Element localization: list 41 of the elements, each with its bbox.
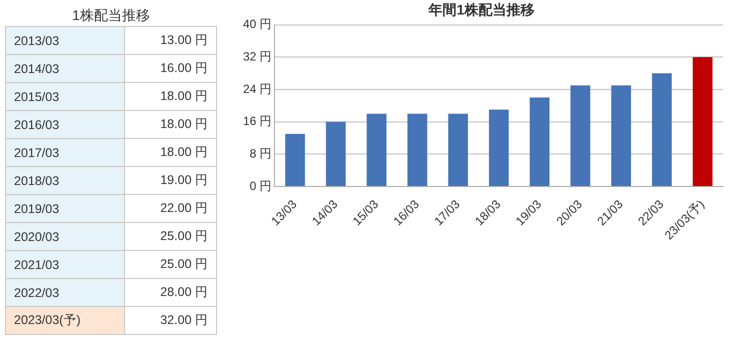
text: 13.00 円	[160, 33, 208, 47]
y-tick-label: 16 円	[242, 114, 272, 128]
y-tick-label: 0 円	[250, 178, 272, 193]
y-tick-label: 32 円	[242, 49, 272, 64]
text: 25.00 円	[160, 257, 208, 271]
category-label: 2023/03(予)	[6, 306, 124, 334]
text: 18.00 円	[160, 145, 208, 159]
text: 19.00 円	[160, 173, 208, 187]
category-label: 2014/03	[6, 54, 124, 82]
bar	[611, 85, 631, 186]
bar	[448, 114, 468, 186]
text: 22.00 円	[160, 201, 208, 215]
bar	[652, 73, 672, 186]
y-tick-label: 40 円	[242, 17, 272, 32]
category-label: 2015/03	[6, 82, 124, 110]
bar	[366, 114, 386, 186]
bar	[692, 57, 713, 186]
text: 18.00 円	[160, 117, 208, 131]
bar	[530, 98, 550, 186]
bar	[285, 134, 305, 186]
category-label: 2018/03	[6, 166, 124, 194]
text: 16.00 円	[160, 61, 208, 75]
category-label: 2017/03	[6, 138, 124, 166]
bar	[326, 122, 346, 186]
text: 32.00 円	[160, 313, 208, 327]
category-label: 2021/03	[6, 250, 124, 278]
y-tick-label: 8 円	[250, 146, 272, 160]
bar	[407, 114, 428, 186]
category-label: 2013/03	[6, 26, 124, 54]
category-label: 2016/03	[6, 110, 124, 138]
text: 28.00 円	[160, 285, 208, 299]
bar	[570, 85, 590, 186]
category-label: 2019/03	[6, 194, 124, 222]
text: 18.00 円	[160, 89, 208, 103]
chart-title: 年間1株配当推移	[428, 1, 534, 18]
text: 25.00 円	[160, 229, 208, 243]
bar	[488, 110, 509, 186]
category-label: 2020/03	[6, 222, 124, 250]
text: 1株配当推移	[71, 6, 151, 25]
category-label: 2022/03	[6, 278, 124, 306]
y-tick-label: 24 円	[242, 82, 272, 96]
